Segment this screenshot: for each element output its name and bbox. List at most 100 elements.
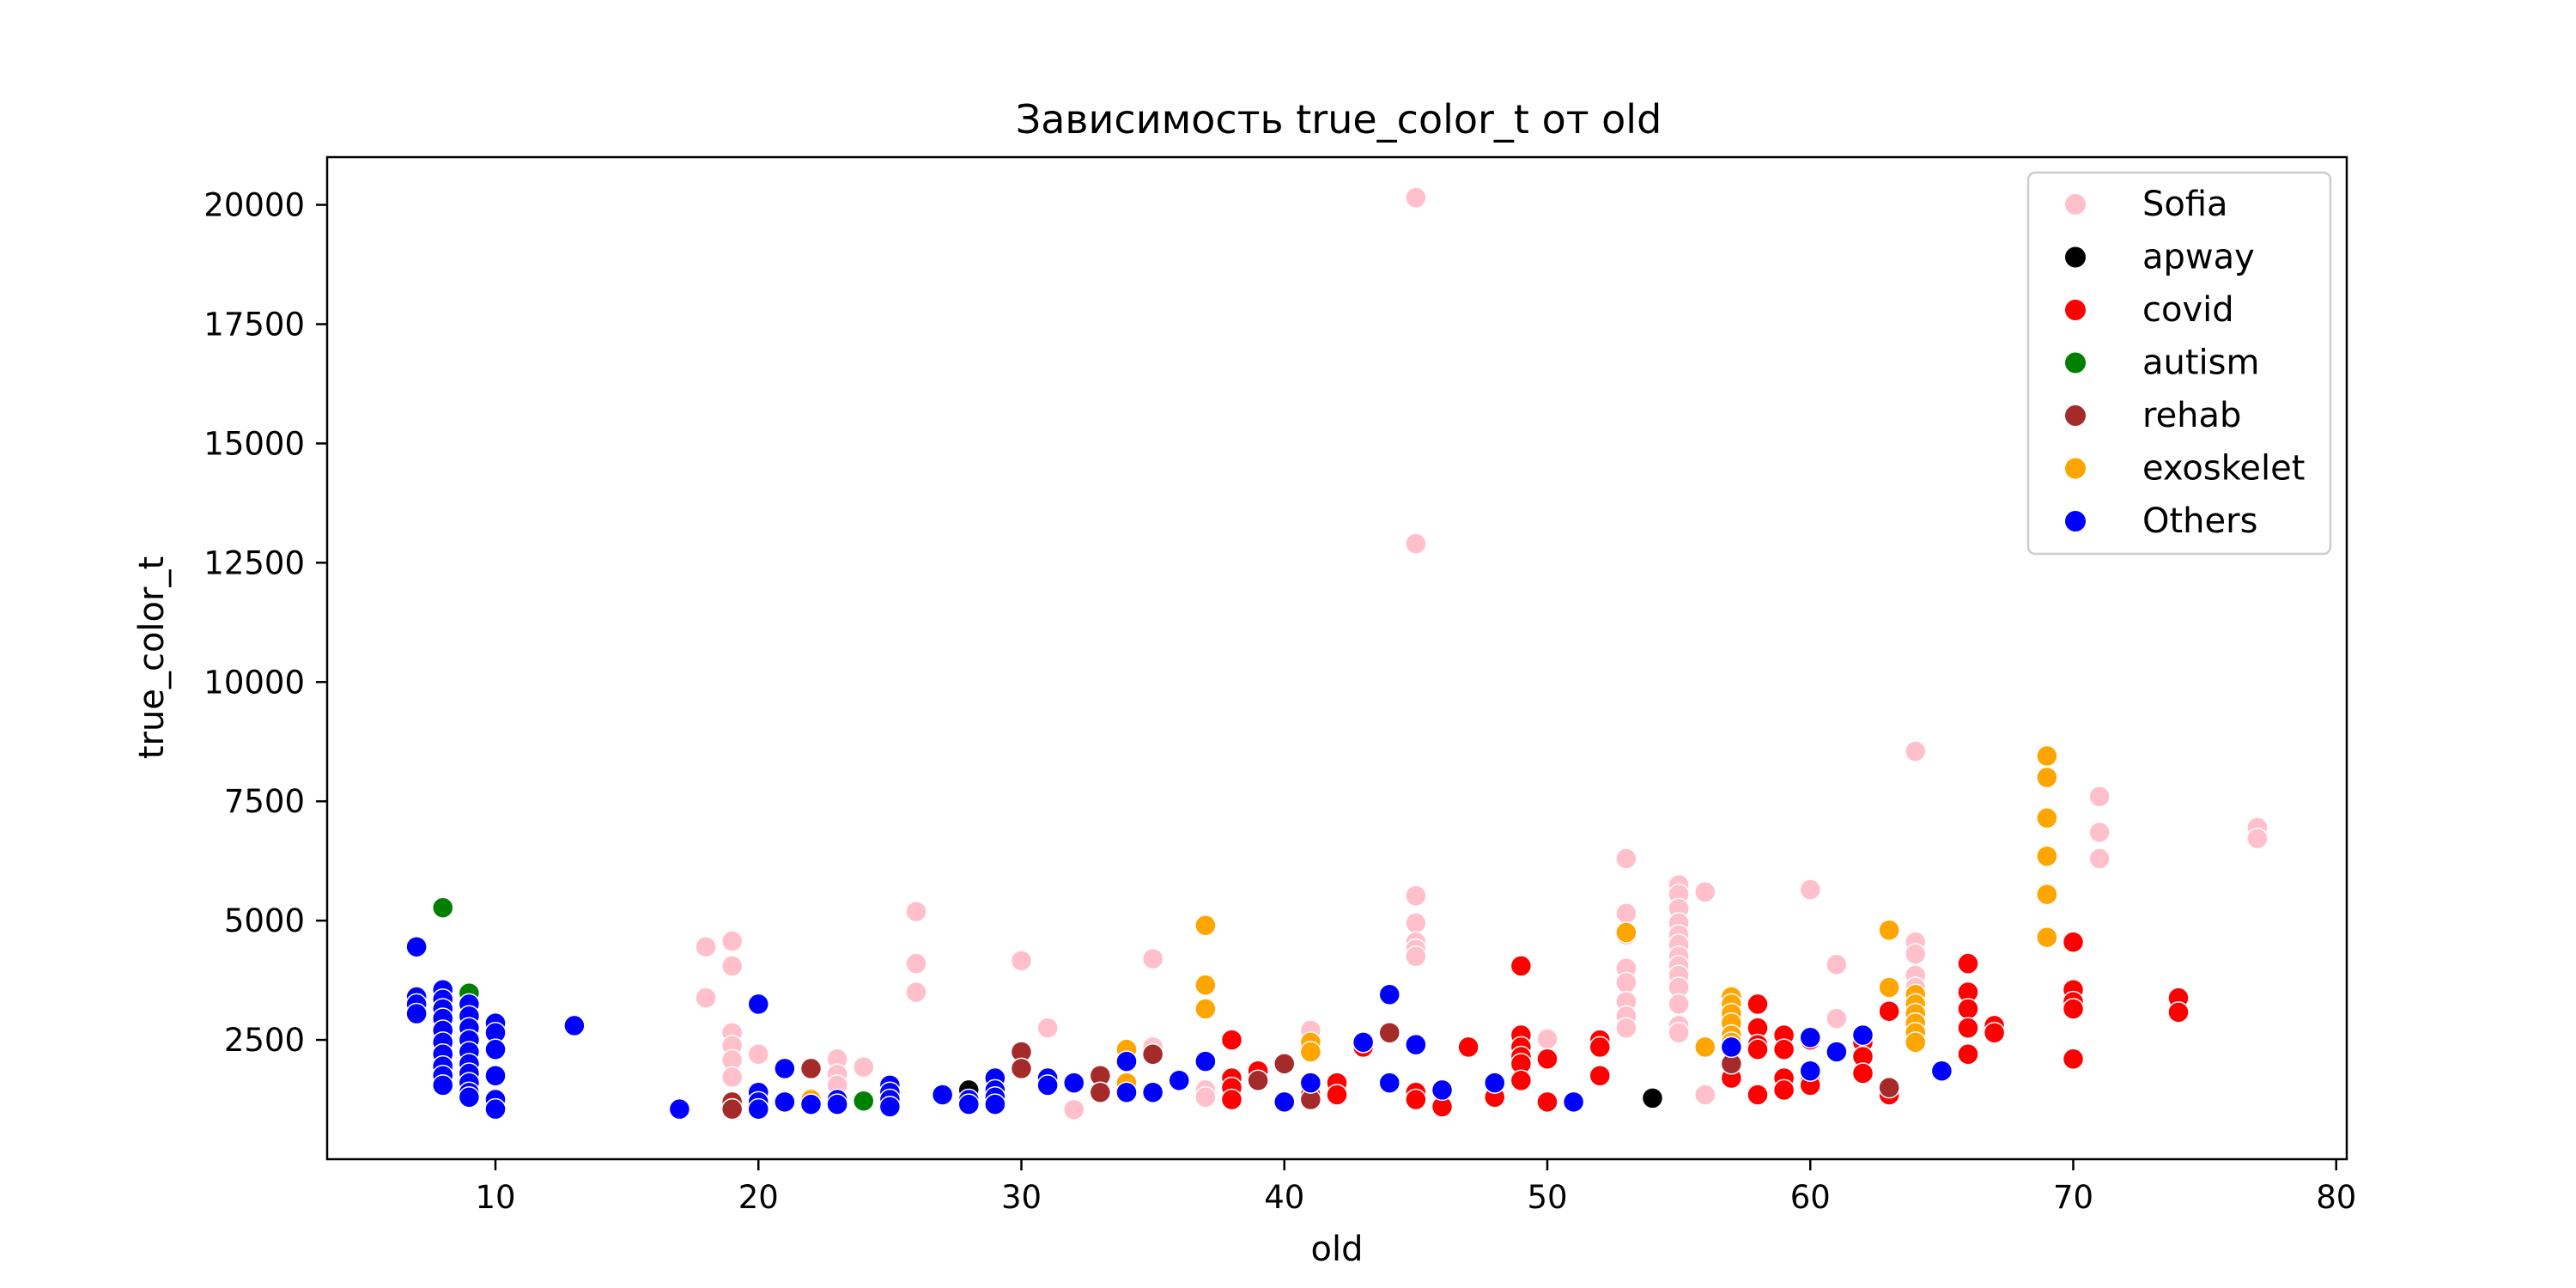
x-tick-label: 40	[1264, 1179, 1304, 1216]
data-point	[1799, 1060, 1821, 1082]
legend: Sofia apway covid autism rehab exoskelet Other…	[2026, 171, 2332, 556]
data-point	[1194, 1050, 1217, 1072]
y-tick-label: 20000	[204, 187, 305, 224]
data-point	[905, 981, 927, 1004]
data-point	[1826, 953, 1848, 976]
data-point	[695, 935, 717, 958]
data-point	[2088, 848, 2111, 870]
data-point	[1851, 1024, 1874, 1047]
data-point	[1378, 1021, 1400, 1044]
data-point	[1089, 1081, 1112, 1103]
data-point	[774, 1057, 796, 1080]
y-tick-label: 15000	[204, 425, 305, 462]
data-point	[1694, 881, 1716, 903]
data-point	[2167, 1001, 2190, 1024]
data-point	[1589, 1065, 1611, 1087]
y-tick-label: 2500	[224, 1022, 305, 1059]
data-point	[1826, 1007, 1848, 1030]
data-point	[405, 1002, 428, 1025]
data-point	[720, 1097, 744, 1121]
data-point	[563, 1014, 586, 1037]
data-point	[2036, 744, 2058, 768]
data-point	[1378, 1072, 1400, 1094]
plot-area	[325, 155, 2348, 1161]
legend-label: covid	[2142, 290, 2234, 330]
data-point	[799, 1093, 823, 1115]
data-point	[1273, 1053, 1296, 1075]
data-point	[1457, 1036, 1479, 1059]
data-point	[2062, 1048, 2085, 1071]
data-point	[1405, 186, 1427, 209]
legend-marker	[2065, 246, 2086, 268]
data-point	[1747, 1038, 1769, 1060]
data-point	[1878, 1076, 1900, 1099]
data-point	[747, 1097, 769, 1121]
data-point	[1615, 1017, 1637, 1039]
data-point	[1694, 1036, 1716, 1059]
legend-label: autism	[2142, 343, 2259, 383]
data-point	[1194, 974, 1217, 996]
data-point	[484, 1065, 507, 1087]
data-point	[720, 955, 744, 977]
data-point	[1194, 1086, 1217, 1109]
data-point	[2088, 821, 2111, 844]
data-point	[1115, 1081, 1138, 1103]
data-point	[1878, 999, 1900, 1023]
y-axis-label: true_color_t	[132, 556, 172, 759]
data-point	[905, 952, 927, 975]
data-point	[1615, 848, 1637, 870]
x-tick-label: 80	[2316, 1179, 2356, 1216]
data-point	[1772, 1078, 1795, 1102]
data-point	[2062, 998, 2085, 1020]
data-point	[1536, 1091, 1558, 1114]
data-point	[1510, 955, 1533, 977]
data-point	[1615, 971, 1637, 994]
y-tick-label: 10000	[204, 664, 305, 701]
data-point	[1063, 1072, 1085, 1094]
legend-label: rehab	[2142, 396, 2241, 435]
data-point	[432, 896, 454, 919]
x-tick-label: 60	[1790, 1179, 1831, 1216]
data-point	[957, 1093, 980, 1115]
data-point	[1141, 1042, 1164, 1066]
data-point	[1405, 884, 1427, 907]
data-point	[1141, 1081, 1164, 1103]
data-points	[405, 186, 2269, 1121]
data-point	[1352, 1031, 1375, 1054]
legend-marker	[2065, 352, 2086, 374]
data-point	[931, 1084, 954, 1106]
data-point	[405, 935, 428, 958]
x-tick-label: 10	[475, 1179, 515, 1216]
x-axis: 10 20 30 40 50 60 70 80	[475, 1159, 2356, 1216]
data-point	[1405, 945, 1427, 968]
data-point	[747, 1042, 769, 1066]
data-point	[1905, 740, 1927, 762]
x-tick-label: 30	[1001, 1179, 1042, 1216]
data-point	[1747, 1084, 1769, 1106]
data-point	[905, 900, 927, 923]
data-point	[458, 1086, 481, 1109]
data-point	[878, 1096, 902, 1118]
data-point	[1010, 950, 1033, 972]
y-tick-label: 7500	[224, 783, 305, 820]
data-point	[1299, 1041, 1322, 1063]
data-point	[1983, 1021, 2006, 1044]
data-point	[1957, 1042, 1979, 1066]
x-axis-label: old	[1311, 1230, 1364, 1269]
data-point	[1957, 1017, 1979, 1039]
data-point	[774, 1091, 796, 1114]
data-point	[747, 993, 769, 1016]
data-point	[1036, 1074, 1059, 1097]
data-point	[2036, 883, 2058, 906]
data-point	[1536, 1048, 1558, 1071]
data-point	[720, 930, 744, 952]
data-point	[1431, 1078, 1454, 1102]
y-axis: 2500 5000 7500 10000 12500 15000 17500 20000	[204, 187, 327, 1059]
data-point	[1851, 1062, 1874, 1084]
data-point	[1326, 1084, 1348, 1106]
data-point	[1405, 912, 1427, 934]
x-tick-label: 50	[1527, 1179, 1567, 1216]
data-point	[1273, 1091, 1296, 1114]
data-point	[1905, 1031, 1927, 1054]
